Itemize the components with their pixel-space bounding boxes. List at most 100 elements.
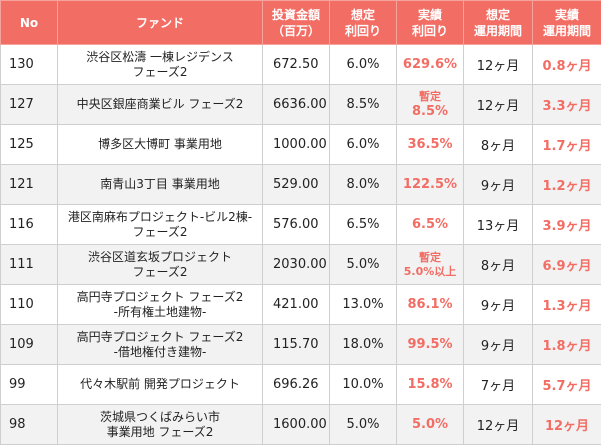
table-row: 116 港区南麻布プロジェクト-ビル2棟- フェーズ2 576.00 6.5% 6.5% 1… — [0, 204, 601, 245]
expected-yield-cell: 8.5% — [329, 84, 397, 125]
amount-cell: 672.50 — [262, 44, 330, 85]
expected-yield-cell: 18.0% — [329, 324, 397, 365]
expected-period-cell: 12ヶ月 — [463, 44, 533, 85]
fund-line: 中央区銀座商業ビル フェーズ2 — [76, 97, 244, 111]
fund-name-cell: 高円寺プロジェクト フェーズ2 -所有権土地建物- — [57, 284, 263, 325]
col-header-expected-period-line1: 想定 — [485, 7, 510, 22]
fund-line: 代々木駅前 開発プロジェクト — [80, 377, 240, 391]
fund-name-cell: 渋谷区松濤 一棟レジデンス フェーズ2 — [57, 44, 263, 85]
actual-period-cell: 5.7ヶ月 — [532, 364, 601, 405]
table-row: 99 代々木駅前 開発プロジェクト 696.26 10.0% 15.8% 7ヶ月 5.7ヶ月 — [0, 364, 601, 405]
actual-period-cell: 6.9ヶ月 — [532, 244, 601, 285]
expected-period-cell: 12ヶ月 — [463, 404, 533, 445]
fund-line: フェーズ2 — [132, 64, 188, 79]
fund-name-cell: 茨城県つくばみらい市 事業用地 フェーズ2 — [57, 404, 263, 445]
table-row: 98 茨城県つくばみらい市 事業用地 フェーズ2 1600.00 5.0% 5.0% 12ヶ… — [0, 404, 601, 445]
expected-yield-cell: 5.0% — [329, 404, 397, 445]
actual-yield-cell: 6.5% — [396, 204, 464, 245]
actual-yield-cell: 暫定 8.5% — [396, 84, 464, 125]
actual_yield-line: 6.5% — [411, 217, 449, 232]
expected-period-cell: 13ヶ月 — [463, 204, 533, 245]
fund-line: -借地権付き建物- — [113, 344, 207, 359]
amount-cell: 1600.00 — [262, 404, 330, 445]
fund-no-cell: 130 — [0, 44, 58, 85]
col-header-expected-period-line2: 運用期間 — [473, 23, 522, 38]
fund-no-cell: 111 — [0, 244, 58, 285]
actual-period-cell: 3.9ヶ月 — [532, 204, 601, 245]
fund-name-cell: 南青山3丁目 事業用地 — [57, 164, 263, 205]
col-header-actual-period-line1: 実績 — [554, 7, 579, 22]
fund-line: フェーズ2 — [132, 264, 188, 279]
fund-name-cell: 港区南麻布プロジェクト-ビル2棟- フェーズ2 — [57, 204, 263, 245]
fund-name-cell: 渋谷区道玄坂プロジェクト フェーズ2 — [57, 244, 263, 285]
col-header-amount: 投資金額 （百万） — [262, 0, 330, 45]
expected-yield-cell: 5.0% — [329, 244, 397, 285]
actual_yield-line: 122.5% — [402, 177, 458, 192]
actual-period-cell: 1.7ヶ月 — [532, 124, 601, 165]
actual_yield-line: 暫定 — [419, 90, 441, 103]
expected-period-cell: 9ヶ月 — [463, 164, 533, 205]
actual-yield-cell: 86.1% — [396, 284, 464, 325]
amount-cell: 6636.00 — [262, 84, 330, 125]
actual_yield-line: 5.0% — [411, 417, 449, 432]
col-header-actual-yield-line1: 実績 — [417, 7, 442, 22]
fund-line: 高円寺プロジェクト フェーズ2 — [76, 289, 244, 304]
actual-yield-cell: 36.5% — [396, 124, 464, 165]
expected-period-cell: 8ヶ月 — [463, 244, 533, 285]
fund-line: 渋谷区道玄坂プロジェクト — [87, 249, 232, 264]
amount-cell: 115.70 — [262, 324, 330, 365]
fund-no-cell: 121 — [0, 164, 58, 205]
actual_yield-line: 8.5% — [411, 104, 449, 119]
actual-yield-cell: 暫定 5.0%以上 — [396, 244, 464, 285]
actual-period-cell: 1.8ヶ月 — [532, 324, 601, 365]
actual-yield-cell: 15.8% — [396, 364, 464, 405]
actual-period-cell: 1.2ヶ月 — [532, 164, 601, 205]
table-row: 121 南青山3丁目 事業用地 529.00 8.0% 122.5% 9ヶ月 1.2ヶ月 — [0, 164, 601, 205]
actual-yield-cell: 5.0% — [396, 404, 464, 445]
expected-yield-cell: 13.0% — [329, 284, 397, 325]
col-header-amount-line1: 投資金額 — [271, 7, 320, 22]
table-body: 130 渋谷区松濤 一棟レジデンス フェーズ2 672.50 6.0% 629.6% 12ヶ… — [0, 44, 601, 445]
actual_yield-line: 15.8% — [407, 377, 453, 392]
fund-no-cell: 125 — [0, 124, 58, 165]
fund-name-cell: 博多区大博町 事業用地 — [57, 124, 263, 165]
expected-yield-cell: 10.0% — [329, 364, 397, 405]
actual-period-cell: 1.3ヶ月 — [532, 284, 601, 325]
actual-period-cell: 3.3ヶ月 — [532, 84, 601, 125]
actual_yield-line: 86.1% — [407, 297, 453, 312]
actual-yield-cell: 122.5% — [396, 164, 464, 205]
amount-cell: 529.00 — [262, 164, 330, 205]
fund-line: 茨城県つくばみらい市 — [99, 409, 220, 424]
expected-yield-cell: 8.0% — [329, 164, 397, 205]
col-header-amount-line2: （百万） — [271, 23, 320, 38]
table-row: 125 博多区大博町 事業用地 1000.00 6.0% 36.5% 8ヶ月 1.7ヶ月 — [0, 124, 601, 165]
fund-line: -所有権土地建物- — [113, 304, 207, 319]
actual_yield-line: 99.5% — [407, 337, 453, 352]
fund-no-cell: 110 — [0, 284, 58, 325]
actual-period-cell: 0.8ヶ月 — [532, 44, 601, 85]
col-header-expected-yield-line1: 想定 — [350, 7, 375, 22]
fund-line: フェーズ2 — [132, 224, 188, 239]
amount-cell: 576.00 — [262, 204, 330, 245]
amount-cell: 421.00 — [262, 284, 330, 325]
expected-yield-cell: 6.0% — [329, 124, 397, 165]
expected-period-cell: 8ヶ月 — [463, 124, 533, 165]
fund-no-cell: 109 — [0, 324, 58, 365]
fund-line: 事業用地 フェーズ2 — [106, 424, 214, 439]
fund-name-cell: 高円寺プロジェクト フェーズ2 -借地権付き建物- — [57, 324, 263, 365]
fund-name-cell: 中央区銀座商業ビル フェーズ2 — [57, 84, 263, 125]
col-header-actual-yield-line2: 利回り — [411, 23, 448, 38]
fund-no-cell: 116 — [0, 204, 58, 245]
actual_yield-line: 暫定 — [419, 250, 441, 264]
actual-period-cell: 12ヶ月 — [532, 404, 601, 445]
fund-line: 港区南麻布プロジェクト-ビル2棟- — [67, 209, 253, 224]
fund-line: 渋谷区松濤 一棟レジデンス — [86, 49, 234, 64]
expected-yield-cell: 6.0% — [329, 44, 397, 85]
col-header-no: No — [0, 0, 58, 45]
col-header-fund: ファンド — [57, 0, 263, 45]
expected-period-cell: 9ヶ月 — [463, 324, 533, 365]
fund-line: 南青山3丁目 事業用地 — [100, 177, 220, 191]
amount-cell: 1000.00 — [262, 124, 330, 165]
fund-line: 高円寺プロジェクト フェーズ2 — [76, 329, 244, 344]
